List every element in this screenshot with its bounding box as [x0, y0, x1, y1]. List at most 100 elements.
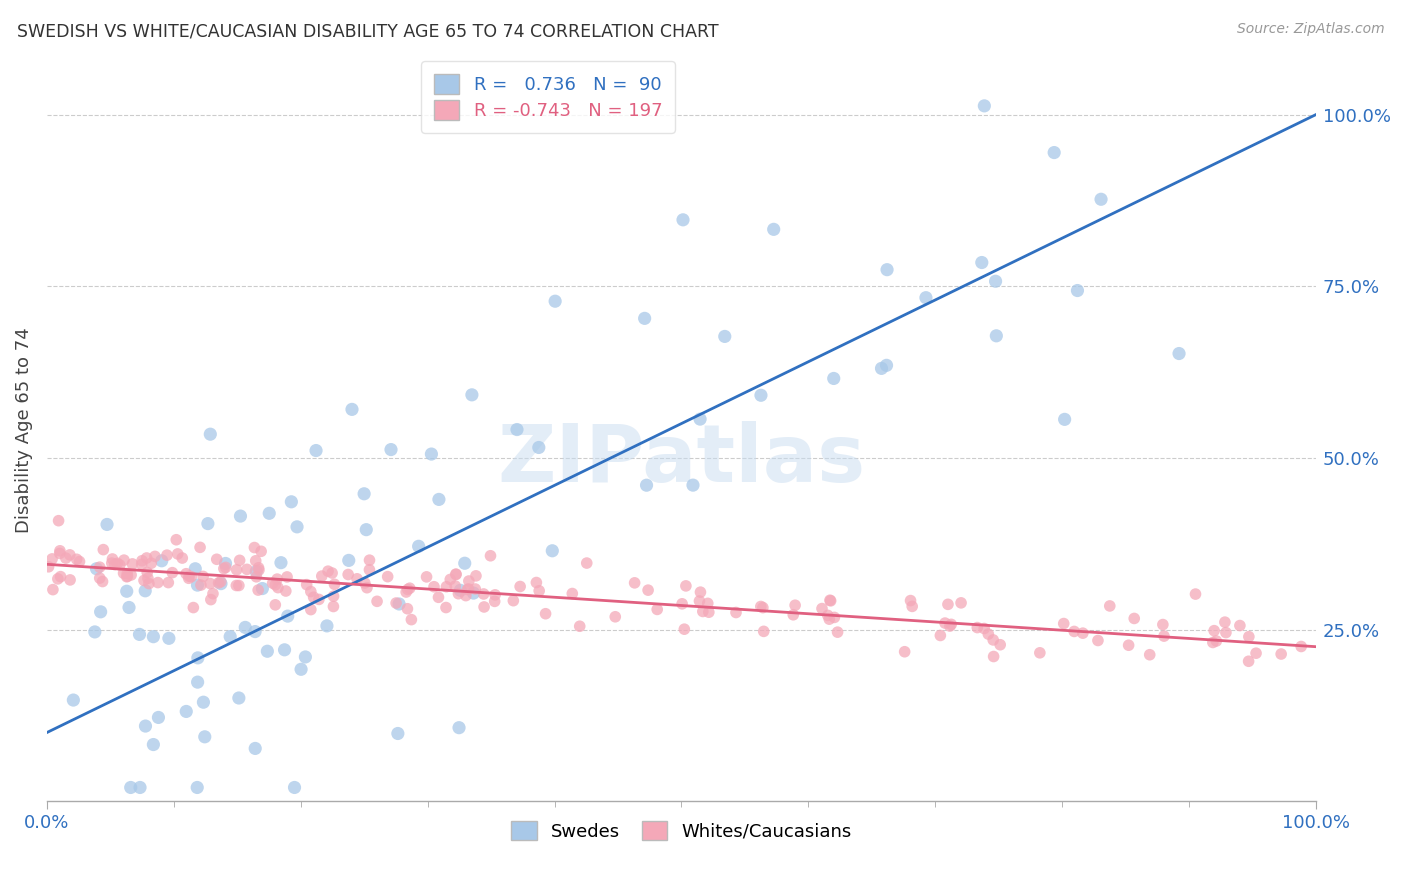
Point [506, 423, 529, 437]
Point [479, 549, 502, 563]
Point [444, 567, 467, 582]
Point [337, 553, 360, 567]
Point [201, 587, 224, 601]
Point [290, 662, 312, 676]
Point [697, 605, 720, 619]
Point [91, 542, 114, 557]
Point [112, 553, 135, 567]
Point [121, 557, 143, 571]
Point [983, 649, 1005, 664]
Point [191, 569, 214, 583]
Point [1204, 624, 1226, 638]
Point [820, 594, 842, 608]
Point [90, 605, 112, 619]
Point [266, 572, 288, 586]
Point [534, 607, 557, 621]
Point [1071, 626, 1094, 640]
Point [359, 553, 381, 567]
Point [256, 644, 278, 658]
Point [41, 552, 63, 566]
Point [527, 583, 550, 598]
Point [988, 638, 1011, 652]
Point [283, 780, 305, 795]
Point [1289, 640, 1312, 654]
Point [415, 570, 437, 584]
Point [1098, 599, 1121, 613]
Point [1215, 625, 1237, 640]
Point [316, 564, 339, 578]
Point [96, 517, 118, 532]
Point [295, 577, 318, 591]
Y-axis label: Disability Age 65 to 74: Disability Age 65 to 74 [15, 327, 32, 533]
Point [142, 738, 165, 752]
Point [120, 780, 142, 795]
Point [377, 569, 399, 583]
Point [321, 566, 343, 580]
Point [396, 601, 419, 615]
Point [245, 554, 267, 568]
Point [502, 593, 524, 607]
Point [817, 608, 839, 623]
Point [136, 571, 159, 585]
Point [575, 556, 598, 570]
Point [1213, 615, 1236, 629]
Point [38, 559, 60, 574]
Point [245, 565, 267, 579]
Point [1229, 618, 1251, 632]
Point [46, 572, 69, 586]
Point [544, 294, 567, 309]
Point [340, 402, 363, 417]
Point [128, 627, 150, 641]
Point [233, 620, 256, 634]
Point [190, 578, 212, 592]
Point [671, 597, 693, 611]
Point [1118, 638, 1140, 652]
Point [302, 591, 325, 605]
Point [439, 573, 461, 587]
Point [48, 514, 70, 528]
Text: Source: ZipAtlas.com: Source: ZipAtlas.com [1237, 22, 1385, 37]
Point [401, 613, 423, 627]
Point [637, 583, 659, 598]
Point [89, 560, 111, 574]
Point [264, 578, 287, 592]
Point [1090, 192, 1112, 206]
Point [66, 552, 89, 566]
Point [456, 582, 478, 597]
Point [876, 359, 898, 373]
Point [436, 580, 458, 594]
Point [166, 547, 188, 561]
Point [177, 571, 200, 585]
Point [1270, 647, 1292, 661]
Point [526, 575, 548, 590]
Point [42, 582, 65, 597]
Point [135, 551, 157, 566]
Point [247, 560, 270, 574]
Point [69, 555, 91, 569]
Point [115, 570, 138, 584]
Point [385, 596, 408, 610]
Point [86, 562, 108, 576]
Point [724, 606, 747, 620]
Point [366, 594, 388, 608]
Point [811, 601, 834, 615]
Point [59, 573, 82, 587]
Point [782, 607, 804, 622]
Point [186, 578, 208, 592]
Point [228, 691, 250, 706]
Point [205, 552, 228, 566]
Point [194, 730, 217, 744]
Point [876, 262, 898, 277]
Point [118, 600, 141, 615]
Point [457, 574, 479, 588]
Point [527, 441, 550, 455]
Point [276, 570, 298, 584]
Point [115, 566, 138, 581]
Point [818, 612, 841, 626]
Point [174, 566, 197, 581]
Point [245, 570, 267, 584]
Point [215, 560, 238, 574]
Point [132, 574, 155, 588]
Point [1202, 635, 1225, 649]
Point [48, 546, 70, 560]
